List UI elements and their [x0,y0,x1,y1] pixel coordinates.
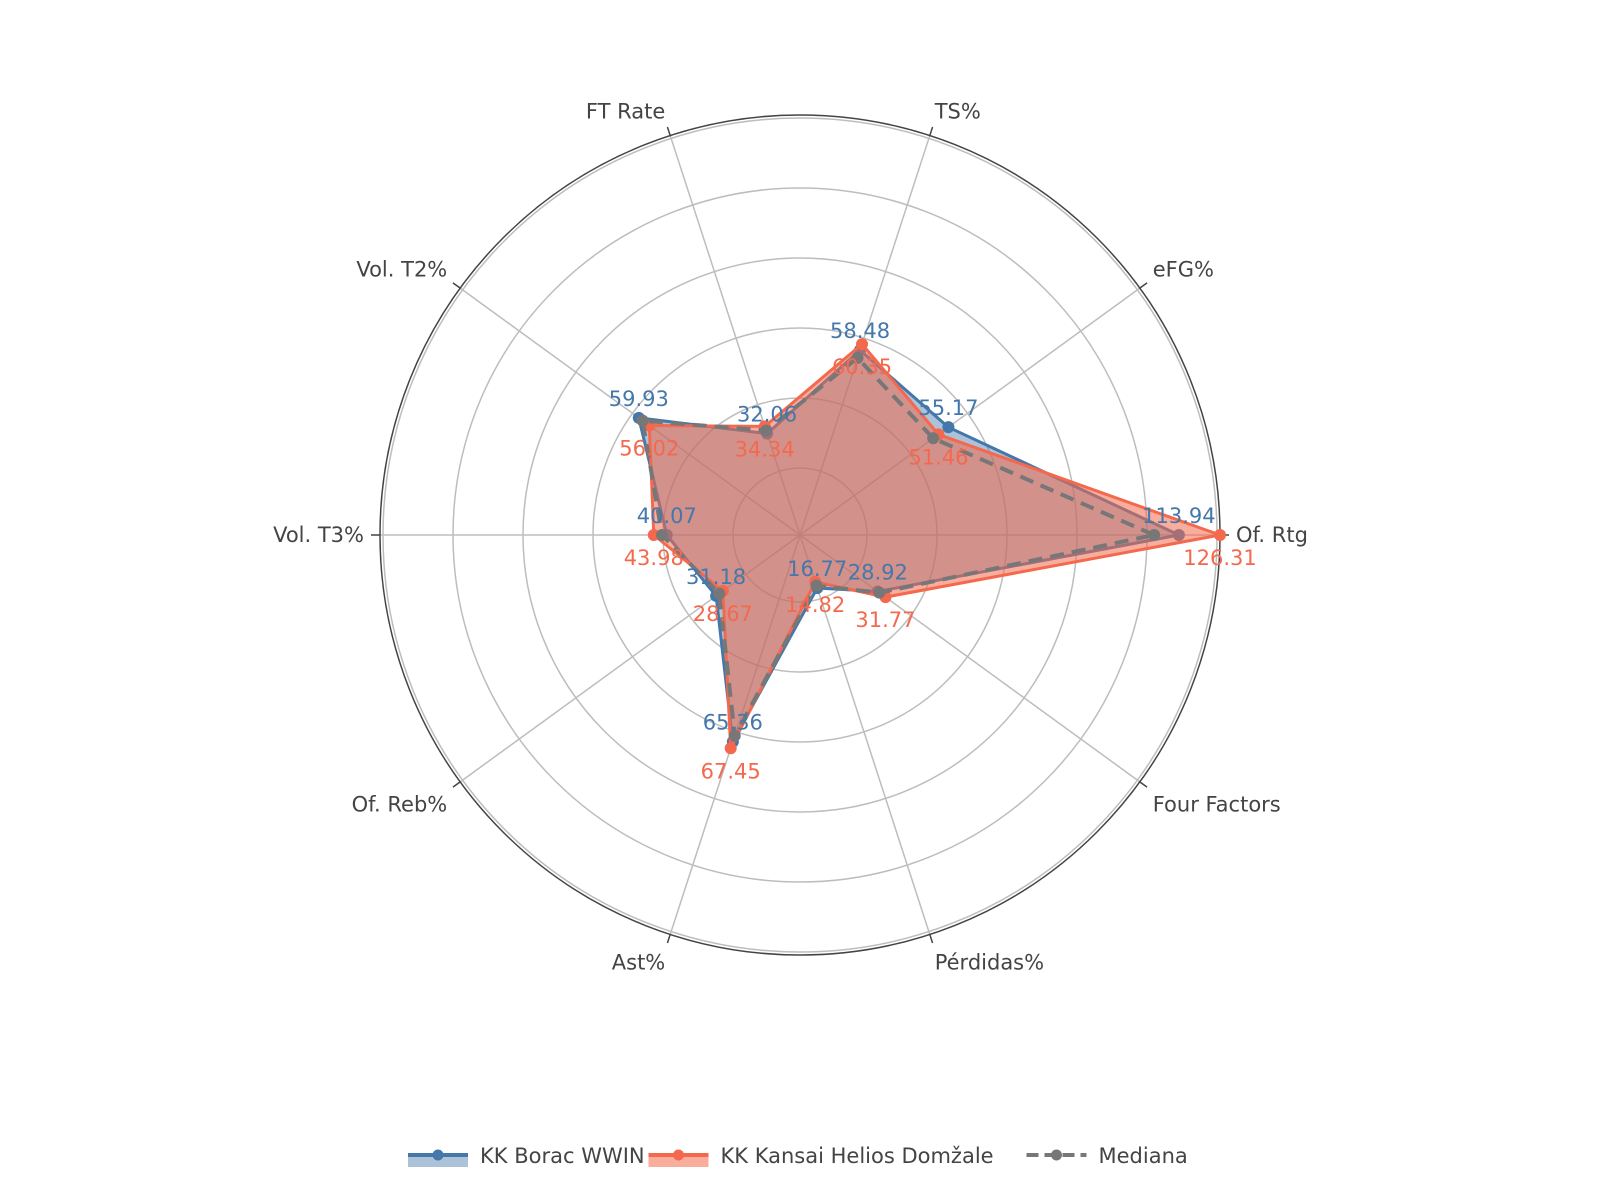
data-point [656,529,669,541]
legend-marker [1051,1149,1062,1161]
data-label: 55.17 [918,396,978,420]
axis-label: eFG% [1153,258,1214,282]
legend-marker [673,1149,684,1161]
data-point [1148,529,1161,541]
data-label: 31.77 [855,608,915,632]
axis-label: Four Factors [1153,792,1281,816]
data-label: 43.98 [624,546,684,570]
data-label: 28.92 [848,561,908,585]
data-point [724,742,737,755]
data-label: 16.77 [787,557,847,581]
axis-tick [1139,781,1148,788]
data-label: 65.36 [703,711,763,735]
data-point [873,586,886,599]
data-label: 60.35 [832,355,892,379]
data-label: 32.06 [737,403,797,427]
data-point [647,529,660,541]
data-label: 58.48 [830,319,890,343]
data-label: 56.02 [619,437,679,461]
data-label: 14.82 [785,593,845,617]
axis-label: Vol. T2% [356,258,447,282]
legend-swatch [408,1155,468,1167]
legend-item: Mediana [1026,1144,1188,1168]
legend: KK Borac WWIN KK Kansai Helios Domžale Med… [408,1144,1188,1168]
axis-label: FT Rate [586,99,665,123]
series-2 [636,351,1161,742]
axis-tick [452,781,461,788]
data-label: 113.94 [1142,504,1215,528]
data-point [713,587,726,600]
axis-tick [929,934,934,944]
axis-label: Pérdidas% [935,951,1044,975]
data-label: 51.46 [908,445,968,469]
axis-tick [452,282,461,289]
data-label: 126.31 [1183,546,1256,570]
grid-spoke [799,534,931,935]
legend-swatch [648,1155,709,1167]
data-label: 31.18 [686,565,746,589]
series-layer [632,338,1226,755]
data-point [927,432,940,445]
legend-label: Mediana [1099,1144,1188,1168]
data-label: 28.67 [693,602,753,626]
axis-label: Of. Reb% [352,792,448,816]
label-layer: 113.94 55.17 58.48 32.06 59.93 40.07 31.18 65.3… [609,319,1257,783]
legend-label: KK Borac WWIN [480,1144,645,1168]
legend-item: KK Borac WWIN [408,1144,645,1168]
data-point [760,424,773,437]
data-point [942,421,955,434]
axis-label: Of. Rtg [1236,523,1308,547]
data-point [1214,529,1226,541]
legend-label: KK Kansai Helios Domžale [721,1144,994,1168]
data-point [856,338,869,351]
axis-tick [666,934,671,944]
data-label: 67.45 [701,759,761,783]
legend-item: KK Kansai Helios Domžale [648,1144,994,1168]
axis-tick [1139,282,1148,289]
axis-tick [929,126,934,136]
axis-tick [666,126,671,136]
legend-marker [432,1149,444,1161]
grid-layer: Of. Rtg eFG% TS% FT Rate Vol. T2% Vol. T3% Of.… [273,99,1308,974]
data-label: 34.34 [735,437,795,461]
data-label: 40.07 [637,504,697,528]
data-point [851,351,864,364]
data-point [810,579,823,592]
axis-label: TS% [934,99,981,123]
data-point [728,729,741,742]
axis-label: Ast% [612,951,666,975]
axis-label: Vol. T3% [273,523,364,547]
data-point [636,414,649,427]
data-label: 59.93 [609,387,669,411]
